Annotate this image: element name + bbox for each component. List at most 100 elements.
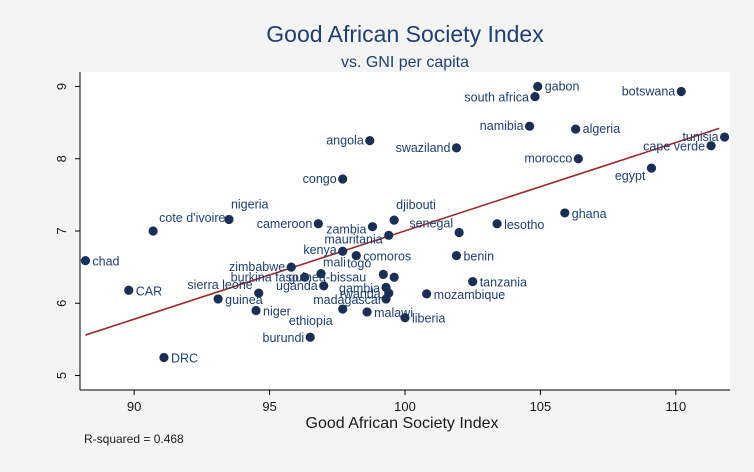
point-label-gambia: gambia (339, 281, 380, 295)
point-mali (316, 269, 326, 279)
x-tick-label: 105 (530, 399, 552, 414)
point-liberia (400, 313, 410, 323)
point-label-burkina-faso: burkina faso (231, 270, 299, 284)
point-lesotho (492, 219, 502, 229)
point-label-zambia: zambia (326, 223, 366, 237)
point-label-nigeria: nigeria (231, 197, 269, 211)
point-label-tanzania: tanzania (480, 276, 527, 290)
point-label-chad: chad (92, 255, 119, 269)
y-tick-label: 7 (54, 227, 69, 234)
y-tick-label: 9 (54, 83, 69, 90)
point-tanzania (468, 276, 478, 287)
point-label-mali: mali (323, 256, 346, 270)
point-label-car: CAR (136, 284, 162, 298)
point-drc (159, 352, 169, 363)
point-benin (451, 250, 462, 261)
point-label-guinea-bissau: guinea-bissau (288, 270, 366, 284)
point-nigeria (224, 214, 234, 225)
point-label-rwanda: rwanda (340, 287, 381, 301)
point-zambia (367, 222, 378, 232)
point-zimbabwe (286, 262, 296, 272)
point-cote-d-ivoire (148, 226, 158, 236)
fit-line-group (85, 127, 720, 336)
chart-title: Good African Society Index (266, 21, 544, 47)
point-chad (80, 256, 91, 266)
point-niger (251, 305, 261, 316)
point-label-niger: niger (263, 305, 291, 319)
x-tick-label: 90 (127, 399, 141, 414)
axes: 90 95 100 105 110 5 6 7 8 9 (54, 72, 730, 414)
point-ethiopia (338, 304, 348, 314)
point-label-ghana: ghana (572, 207, 607, 221)
point-label-egypt: egypt (615, 169, 646, 183)
x-tick-label: 100 (394, 399, 416, 414)
y-tick-label: 6 (54, 300, 69, 307)
point-label-burundi: burundi (263, 331, 305, 345)
point-egypt (646, 163, 657, 173)
point-label-kenya: kenya (303, 243, 336, 257)
point-swaziland (451, 143, 462, 153)
point-label-ethiopia: ethiopia (289, 314, 333, 328)
point-label-madagascar: madagascar (313, 293, 382, 307)
point-car (124, 285, 134, 295)
point-label-algeria: algeria (583, 122, 621, 136)
chart-subtitle: vs. GNI per capita (341, 54, 469, 71)
point-namibia (524, 121, 535, 131)
r-squared-note: R-squared = 0.468 (84, 432, 184, 446)
point-south-africa (530, 91, 540, 102)
point-gabon (533, 81, 543, 92)
point-mauritania (384, 230, 394, 240)
point-label-botswana: botswana (622, 85, 676, 99)
point-sierra-leone (254, 288, 264, 298)
point-ghana (560, 208, 570, 218)
point-label-south-africa: south africa (464, 91, 529, 105)
fit-line (85, 127, 720, 336)
point-guinea (213, 294, 223, 304)
point-label-namibia: namibia (480, 119, 524, 133)
point-label-morocco: morocco (524, 152, 572, 166)
point-label-drc: DRC (171, 351, 198, 365)
point-algeria (571, 124, 581, 134)
point-label-uganda: uganda (276, 279, 318, 293)
point-kenya (338, 246, 348, 256)
y-tick-label: 5 (54, 372, 69, 379)
point-label-swaziland: swaziland (396, 141, 451, 155)
point-label-guinea: guinea (225, 293, 263, 307)
point-togo (378, 269, 388, 279)
point-label-benin: benin (463, 250, 494, 264)
point-cape-verde (706, 141, 716, 151)
point-label-togo: togo (347, 256, 371, 270)
point-label-mauritania: mauritania (324, 232, 382, 246)
point-djibouti (389, 215, 399, 225)
point-label-liberia: liberia (412, 312, 445, 326)
point-cameroon (313, 219, 323, 229)
point-congo (338, 174, 348, 184)
point-label-angola: angola (326, 134, 364, 148)
point-label-congo: congo (303, 172, 337, 186)
point-botswana (676, 86, 686, 97)
point-label-cote-d-ivoire: cote d'ivoire (159, 211, 225, 225)
point-uganda (319, 281, 329, 291)
point-label-comoros: comoros (363, 250, 411, 264)
point-label-sierra-leone: sierra leone (187, 278, 252, 292)
point-label-zimbabwe: zimbabwe (229, 260, 285, 274)
point-label-mozambique: mozambique (434, 288, 506, 302)
point-label-senegal: senegal (409, 216, 453, 230)
point-tunisia (719, 132, 730, 142)
point-madagascar (381, 294, 391, 304)
point-burkina-faso (300, 272, 310, 282)
point-label-cape-verde: cape verde (643, 140, 705, 154)
point-label-cameroon: cameroon (257, 217, 313, 231)
point-mozambique (422, 289, 432, 299)
point-label-djibouti: djibouti (396, 198, 436, 212)
point-angola (365, 136, 375, 146)
point-label-lesotho: lesotho (504, 218, 544, 232)
point-label-tunisia: tunisia (682, 130, 718, 144)
point-comoros (351, 250, 361, 261)
point-senegal (454, 227, 464, 238)
point-morocco (573, 154, 583, 164)
point-label-gabon: gabon (545, 79, 580, 93)
x-tick-label: 95 (262, 399, 276, 414)
